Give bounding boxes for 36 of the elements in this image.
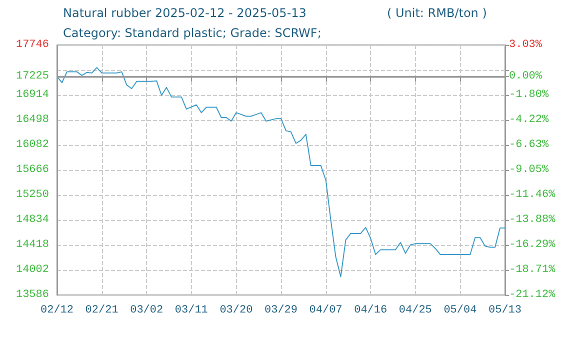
y-tick-label: 16914 (16, 89, 50, 101)
y2-tick-label: 0.00% (509, 70, 542, 82)
x-tick-label: 03/11 (174, 304, 208, 316)
y-tick-label: 17225 (16, 70, 49, 82)
x-tick-label: 04/07 (309, 304, 342, 316)
y-tick-label: 17746 (16, 39, 49, 51)
text: ( Unit: RMB/ton ) (387, 6, 487, 20)
y2-tick-label: -21.12% (509, 289, 556, 301)
y2-tick-label: -1.80% (509, 89, 550, 101)
y2-tick-label: -13.88% (509, 214, 556, 226)
x-tick-label: 03/02 (130, 304, 164, 316)
y2-tick-label: -11.46% (509, 189, 556, 201)
chart-title: Natural rubber 2025-02-12 - 2025-05-13 (63, 6, 306, 20)
y2-tick-label: -4.22% (509, 114, 550, 126)
y-tick-label: 16082 (16, 139, 49, 151)
y-tick-label: 16498 (16, 114, 49, 126)
x-tick-label: 04/25 (398, 304, 432, 316)
y-tick-label: 14834 (16, 214, 50, 226)
y2-tick-label: -6.63% (509, 139, 550, 151)
y-tick-label: 15666 (16, 164, 49, 176)
x-tick-label: 03/20 (220, 304, 253, 316)
x-tick-label: 05/13 (488, 304, 522, 316)
y2-tick-label: -9.05% (509, 164, 550, 176)
y2-tick-label: -16.29% (509, 239, 556, 251)
x-tick-label: 02/21 (85, 304, 119, 316)
y-tick-label: 15250 (16, 189, 49, 201)
y-tick-label: 14418 (16, 239, 49, 251)
y2-tick-label: 3.03% (509, 39, 542, 51)
y-tick-label: 14002 (16, 264, 49, 276)
x-tick-label: 03/29 (264, 304, 298, 316)
chart-subtitle: Category: Standard plastic; Grade: SCRWF; (63, 26, 322, 40)
y2-tick-label: -18.71% (509, 264, 556, 276)
y-tick-label: 13586 (16, 289, 49, 301)
x-tick-label: 04/16 (354, 304, 388, 316)
x-tick-label: 05/04 (444, 304, 478, 316)
x-tick-label: 02/12 (40, 304, 74, 316)
